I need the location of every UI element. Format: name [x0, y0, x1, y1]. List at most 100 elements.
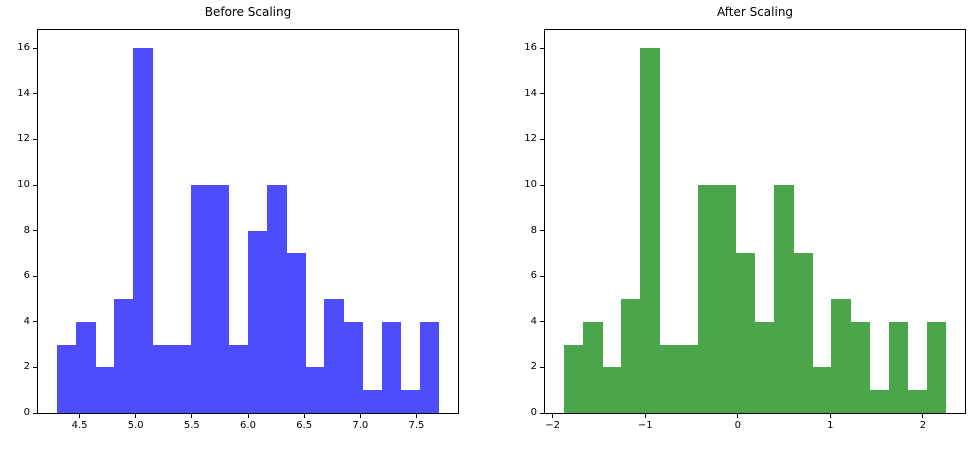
y-axis-tick — [33, 138, 37, 140]
hist-bar — [716, 185, 737, 413]
y-axis-tick-label: 0 — [530, 407, 537, 418]
y-axis-tick — [540, 93, 544, 95]
hist-bar — [926, 321, 946, 413]
y-axis-tick — [33, 93, 37, 95]
x-axis-tick — [552, 414, 554, 418]
y-axis-tick-label: 4 — [530, 315, 537, 327]
hist-bar — [248, 230, 268, 413]
x-axis-tick-label: 2 — [919, 420, 927, 431]
hist-bar — [419, 321, 439, 413]
x-axis-tick — [922, 414, 924, 418]
hist-bar — [678, 344, 699, 413]
y-axis-tick-label: 2 — [23, 361, 30, 373]
plot-title-before: Before Scaling — [204, 5, 292, 19]
y-axis-tick-label: 14 — [17, 87, 30, 99]
hist-bar — [640, 48, 661, 413]
hist-bar — [697, 185, 718, 413]
after-scaling-subplot: After Scaling −2 −1 0 1 2 0 2 4 6 8 10 12 14 16 — [524, 5, 966, 431]
y-axis-tick-label: 6 — [530, 270, 537, 282]
y-axis-tick — [540, 47, 544, 49]
y-axis-tick — [33, 412, 37, 414]
hist-bar — [888, 321, 909, 413]
before-scaling-subplot: Before Scaling 4.5 5.0 5.5 6.0 6.5 7.0 7.5 0 2 4 6… — [17, 5, 459, 431]
hist-bar — [774, 185, 794, 413]
x-axis-tick-label: 7.5 — [408, 420, 425, 431]
hist-bar — [133, 48, 154, 413]
hist-bar — [755, 321, 775, 413]
hist-bar — [400, 390, 421, 413]
x-axis-tick-label: 7.0 — [352, 420, 369, 431]
x-axis-tick — [359, 414, 361, 418]
hist-bar — [793, 253, 813, 413]
x-axis-tick — [829, 414, 831, 418]
x-axis-tick-label: 4.5 — [71, 420, 88, 431]
x-axis-tick — [415, 414, 417, 418]
x-axis-tick-label: −2 — [545, 420, 560, 431]
hist-bar — [659, 344, 680, 413]
y-axis-tick — [540, 275, 544, 277]
x-axis-tick — [79, 414, 81, 418]
hist-bar — [812, 367, 832, 413]
y-axis-tick-label: 16 — [17, 42, 30, 54]
y-axis-tick-label: 10 — [17, 179, 30, 191]
y-axis-tick — [33, 184, 37, 186]
hist-bar — [76, 321, 96, 413]
y-axis-tick — [540, 138, 544, 140]
x-axis-tick-label: 6.5 — [296, 420, 313, 431]
hist-bar — [831, 299, 851, 413]
x-axis-tick — [644, 414, 646, 418]
y-axis-tick-label: 0 — [23, 407, 30, 418]
x-axis-tick — [191, 414, 193, 418]
y-axis-tick-label: 16 — [524, 42, 537, 54]
x-axis-tick-label: −1 — [637, 420, 653, 431]
x-axis-tick-label: 1 — [827, 420, 834, 431]
x-axis-tick — [303, 414, 305, 418]
y-axis-tick — [540, 366, 544, 368]
hist-bar — [583, 321, 603, 413]
hist-bar — [602, 367, 622, 413]
hist-bar — [228, 344, 249, 413]
y-axis-tick-label: 2 — [530, 361, 537, 373]
plot-title-after: After Scaling — [716, 5, 794, 19]
y-axis-tick-label: 6 — [23, 270, 30, 282]
hist-bar — [305, 367, 325, 413]
y-axis-tick-label: 10 — [524, 179, 537, 191]
hist-bar — [850, 321, 871, 413]
hist-bar — [343, 321, 364, 413]
x-axis-tick — [135, 414, 137, 418]
hist-bar — [621, 299, 641, 413]
plot-area-before — [37, 29, 459, 414]
hist-bar — [286, 253, 306, 413]
hist-bar — [362, 390, 383, 413]
x-axis-tick-label: 0 — [734, 420, 741, 431]
y-axis-tick-label: 4 — [23, 315, 30, 327]
hist-bar — [190, 185, 211, 413]
hist-bar — [57, 344, 77, 413]
y-axis-tick — [33, 321, 37, 323]
hist-bar — [869, 390, 890, 413]
x-axis-tick — [247, 414, 249, 418]
hist-bar — [381, 321, 402, 413]
plot-area-after — [544, 29, 966, 414]
y-axis-tick-label: 12 — [524, 133, 537, 145]
y-axis-tick-label: 14 — [524, 87, 537, 99]
hist-bar — [267, 185, 287, 413]
x-axis-tick-label: 5.0 — [127, 420, 144, 431]
hist-bar — [564, 344, 584, 413]
x-axis-tick-label: 6.0 — [240, 420, 256, 431]
y-axis-tick — [33, 47, 37, 49]
y-axis-tick — [540, 412, 544, 414]
y-axis-tick — [540, 230, 544, 232]
y-axis-tick — [540, 321, 544, 323]
hist-bar — [209, 185, 230, 413]
y-axis-tick-label: 12 — [17, 133, 30, 145]
x-axis-tick-label: 5.5 — [183, 420, 200, 431]
hist-bar — [152, 344, 173, 413]
y-axis-tick-label: 8 — [23, 224, 30, 236]
y-axis-tick — [33, 366, 37, 368]
hist-bar — [114, 299, 134, 413]
y-axis-tick — [540, 184, 544, 186]
y-axis-tick — [33, 230, 37, 232]
hist-bar — [735, 253, 756, 413]
